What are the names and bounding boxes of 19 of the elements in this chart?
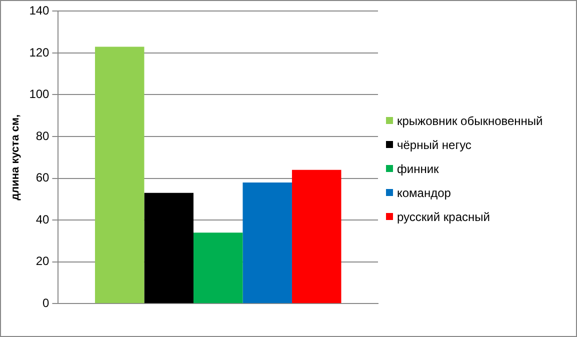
bar — [193, 232, 243, 304]
y-axis-title: длина куста см, — [10, 114, 22, 200]
bar — [242, 182, 292, 304]
legend-label: командор — [397, 186, 451, 200]
y-tick-label: 120 — [29, 45, 50, 60]
y-tick-label: 140 — [29, 4, 50, 18]
bar — [94, 46, 144, 304]
legend-label: крыжовник обыкновенный — [397, 114, 543, 128]
y-tick-label: 20 — [36, 254, 50, 268]
y-tick-label: 80 — [36, 128, 50, 143]
bar — [292, 170, 342, 304]
legend-label: чёрный негус — [397, 138, 472, 152]
legend-label: финник — [397, 162, 439, 176]
bar — [144, 192, 194, 304]
y-tick-label: 40 — [36, 212, 50, 226]
y-tick-label: 60 — [36, 170, 50, 185]
legend-label: русский красный — [397, 210, 490, 224]
y-tick-label: 100 — [29, 87, 50, 102]
y-tick-label: 0 — [42, 296, 50, 310]
